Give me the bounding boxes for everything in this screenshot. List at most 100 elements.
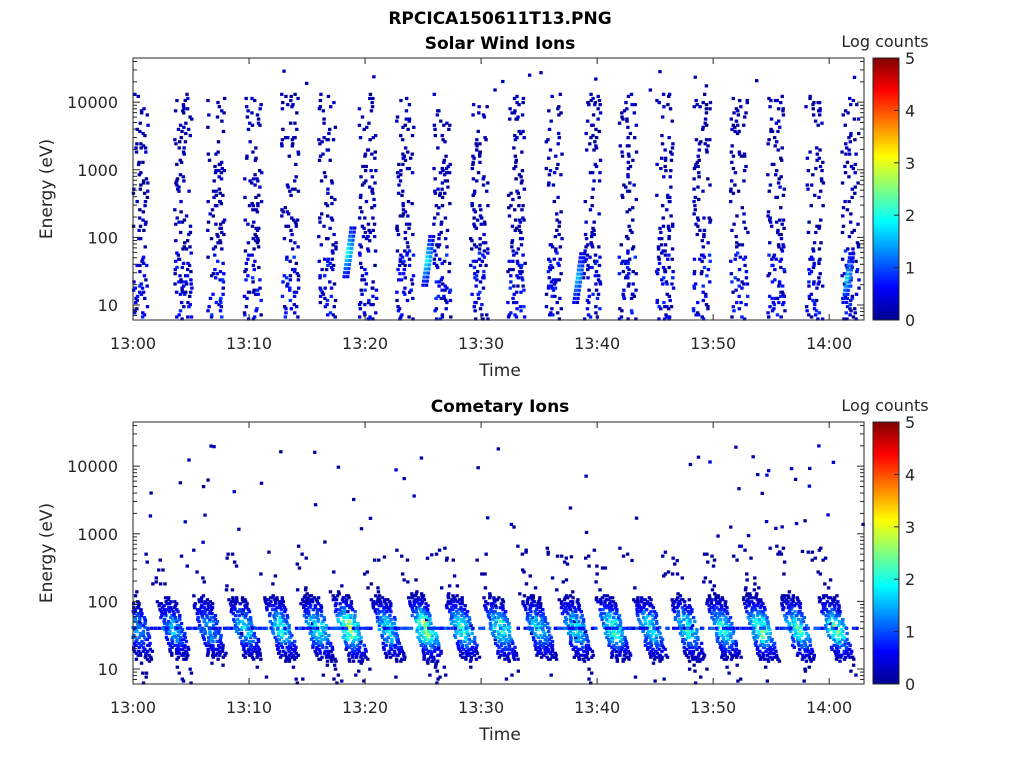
heatmap-cell xyxy=(727,631,732,636)
heatmap-cell xyxy=(530,598,535,602)
heatmap-cell xyxy=(307,610,311,614)
heatmap-cell xyxy=(375,619,380,624)
panel-title: Solar Wind Ions xyxy=(425,34,576,54)
heatmap-cell xyxy=(134,639,138,643)
heatmap-cell xyxy=(347,657,351,661)
heatmap-cell xyxy=(704,292,708,296)
heatmap-cell xyxy=(693,195,698,200)
heatmap-cell xyxy=(333,315,337,319)
heatmap-cell xyxy=(389,604,393,608)
heatmap-cell xyxy=(441,169,445,173)
heatmap-cell xyxy=(342,596,346,600)
heatmap-cell xyxy=(582,637,586,642)
heatmap-cell xyxy=(678,631,683,636)
heatmap-cell xyxy=(273,602,278,606)
heatmap-cell xyxy=(312,616,316,620)
heatmap-cell xyxy=(774,257,778,261)
heatmap-cell xyxy=(313,649,317,653)
heatmap-cell xyxy=(560,237,564,241)
heatmap-cell xyxy=(511,651,515,655)
heatmap-cell xyxy=(254,239,258,243)
heatmap-cell xyxy=(216,647,220,651)
heatmap-cell xyxy=(550,643,555,647)
heatmap-cell xyxy=(218,270,223,274)
heatmap-cell xyxy=(771,300,776,305)
heatmap-cell xyxy=(511,267,515,272)
heatmap-cell xyxy=(136,94,140,99)
heatmap-cell xyxy=(178,123,183,127)
heatmap-cell xyxy=(742,179,746,183)
heatmap-cell xyxy=(143,619,148,624)
heatmap-cell xyxy=(399,645,403,649)
heatmap-cell xyxy=(315,616,319,620)
heatmap-cell xyxy=(813,193,817,197)
heatmap-cell xyxy=(852,117,857,121)
heatmap-cell xyxy=(360,274,365,278)
heatmap-cell xyxy=(313,604,318,608)
heatmap-cell xyxy=(178,614,182,618)
heatmap-cell xyxy=(188,245,192,249)
heatmap-cell xyxy=(221,261,225,265)
heatmap-cell xyxy=(807,313,811,317)
heatmap-cell xyxy=(467,651,471,655)
heatmap-cell xyxy=(181,103,186,107)
x-tick-label: 13:00 xyxy=(110,334,156,353)
heatmap-cell xyxy=(349,600,354,604)
heatmap-cell xyxy=(428,639,432,643)
heatmap-cell xyxy=(842,272,847,276)
heatmap-cell xyxy=(811,249,816,253)
heatmap-cell xyxy=(507,625,512,630)
heatmap-cell xyxy=(290,247,295,251)
heatmap-cell xyxy=(701,253,705,257)
heatmap-cell xyxy=(184,657,188,661)
heatmap-cell xyxy=(473,647,478,651)
heatmap-cell xyxy=(605,594,610,598)
heatmap-cell xyxy=(762,621,766,626)
heatmap-cell xyxy=(603,566,608,570)
heatmap-cell xyxy=(708,138,712,142)
heatmap-cell xyxy=(272,616,277,620)
heatmap-cell xyxy=(427,633,431,638)
heatmap-cell xyxy=(222,111,226,115)
heatmap-cell xyxy=(172,614,176,618)
heatmap-cell xyxy=(705,274,709,278)
heatmap-cell xyxy=(293,92,297,96)
heatmap-cell xyxy=(441,138,445,142)
heatmap-cell xyxy=(174,259,178,263)
heatmap-cell xyxy=(486,181,490,185)
heatmap-cell xyxy=(139,614,143,618)
heatmap-cell xyxy=(370,105,375,109)
heatmap-cell xyxy=(247,290,252,294)
heatmap-cell xyxy=(847,284,851,288)
heatmap-cell xyxy=(372,197,376,202)
heatmap-cell xyxy=(652,610,657,614)
heatmap-cell xyxy=(173,616,178,620)
heatmap-cell xyxy=(702,234,706,239)
heatmap-cell xyxy=(345,643,349,647)
heatmap-cell xyxy=(440,204,445,208)
heatmap-cell xyxy=(357,123,362,127)
heatmap-cell xyxy=(781,284,785,288)
heatmap-cell xyxy=(706,241,710,245)
heatmap-cell xyxy=(657,647,661,651)
heatmap-cell xyxy=(353,635,357,640)
heatmap-cell xyxy=(847,280,852,284)
heatmap-cell xyxy=(611,600,616,604)
heatmap-cell xyxy=(493,635,498,640)
heatmap-cell xyxy=(844,280,848,284)
heatmap-cell xyxy=(742,282,746,286)
heatmap-cell xyxy=(520,208,524,212)
heatmap-cell xyxy=(638,626,642,630)
heatmap-cell xyxy=(304,619,308,624)
heatmap-cell xyxy=(402,653,406,657)
heatmap-cell xyxy=(557,113,561,117)
heatmap-cell xyxy=(210,208,215,212)
heatmap-cell xyxy=(279,643,283,647)
heatmap-cell xyxy=(598,614,603,618)
heatmap-cell xyxy=(729,635,733,640)
heatmap-cell xyxy=(816,317,820,321)
heatmap-cell xyxy=(190,117,194,121)
heatmap-cell xyxy=(737,649,741,653)
heatmap-cell xyxy=(673,606,677,610)
heatmap-cell xyxy=(422,627,426,632)
